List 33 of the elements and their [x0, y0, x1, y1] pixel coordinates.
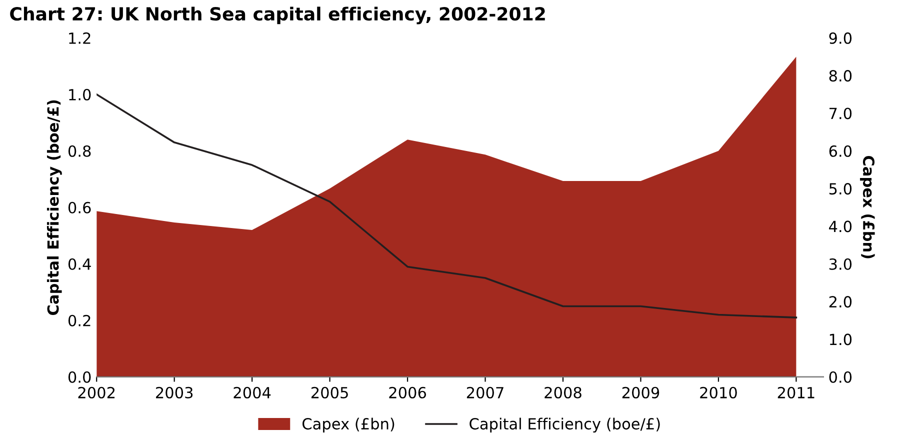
x-tick-label: 2010: [700, 386, 737, 398]
y-tick-label: 1.0: [69, 88, 91, 100]
line-series: [96, 94, 798, 318]
y2-tick-label: 9.0: [829, 32, 852, 44]
y2-tick-label: 8.0: [829, 70, 852, 82]
y-tick-label: 1.2: [69, 32, 90, 44]
y2-tick-label: 6.0: [829, 145, 852, 157]
x-tick-label: 2007: [466, 386, 504, 398]
legend-label: Capital Efficiency (boe/£): [470, 418, 660, 433]
x-tick-label: 2002: [78, 386, 115, 398]
y-tick-label: 0.0: [68, 371, 91, 383]
y2-tick-label: 1.0: [830, 334, 852, 346]
y2-axis-title: Capex (£bn): [860, 156, 875, 258]
x-tick-label: 2009: [622, 386, 660, 398]
x-tick-label: 2008: [544, 386, 582, 398]
y-axis-title: Capital Efficiency (boe/£): [46, 100, 62, 315]
y2-tick-label: 5.0: [829, 183, 852, 195]
x-tick-label: 2003: [156, 386, 193, 398]
y-tick-label: 0.8: [68, 145, 91, 157]
legend-label: Capex (£bn): [302, 418, 394, 433]
x-tick-label: 2006: [389, 386, 426, 398]
x-tick-label: 2011: [778, 386, 814, 398]
y2-tick-label: 0.0: [829, 371, 852, 383]
y2-tick-label: 4.0: [829, 220, 852, 232]
y2-tick-label: 7.0: [830, 108, 852, 120]
y-tick-label: 0.6: [68, 202, 91, 214]
chart-title: Chart 27: UK North Sea capital efficiency, 2002-2012: [10, 6, 545, 24]
y-tick-label: 0.4: [68, 258, 91, 270]
x-tick-label: 2005: [311, 386, 348, 398]
y-tick-label: 0.2: [68, 314, 90, 326]
y2-tick-label: 3.0: [829, 258, 852, 270]
x-tick-label: 2004: [234, 386, 271, 398]
y2-tick-label: 2.0: [829, 296, 852, 308]
